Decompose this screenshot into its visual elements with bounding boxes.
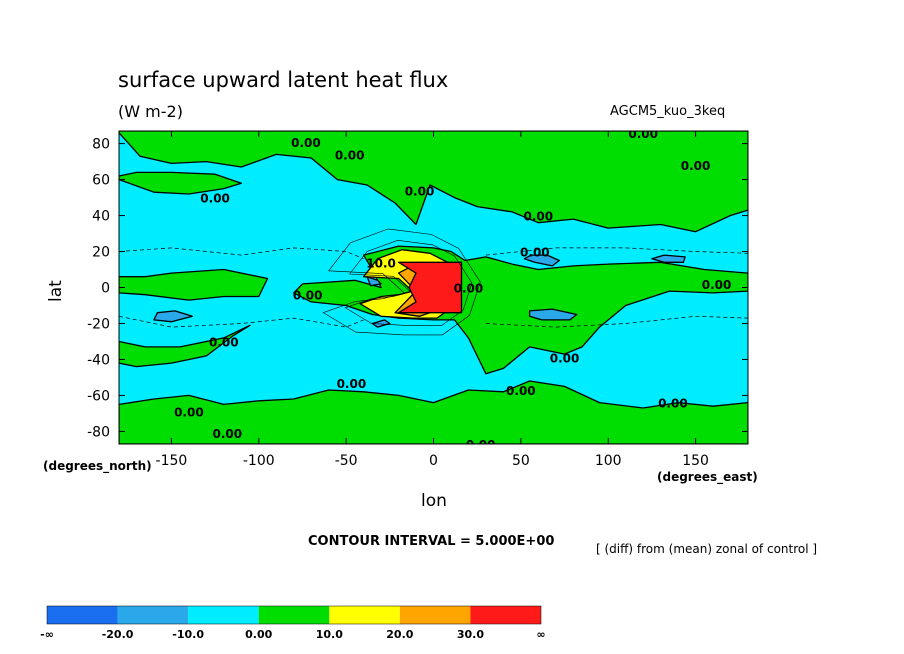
- contour-label-2: 0.00: [628, 127, 658, 141]
- colorbar-swatch-5: [399, 606, 471, 624]
- x-tick-label: 100: [595, 453, 622, 469]
- positive-region-3: [119, 268, 269, 301]
- contour-label-16: 0.00: [466, 438, 496, 452]
- peak-region-0: [397, 261, 463, 314]
- negative-contour-line-0: [119, 247, 364, 260]
- chart-title: surface upward latent heat flux: [118, 68, 449, 92]
- y-tick-label: 80: [92, 137, 110, 153]
- contour-label-4: 0.00: [200, 192, 230, 206]
- negative-region-3: [153, 310, 194, 323]
- positive-contour-line-0-1: [322, 228, 481, 336]
- contour-label-9: 0.00: [209, 335, 239, 349]
- colorbar-label-3: 0.00: [245, 628, 272, 641]
- negative-region-5: [371, 319, 391, 328]
- contour-label-6: 0.00: [520, 246, 550, 260]
- colorbar-label-7: ∞: [536, 628, 545, 641]
- positive-contour-line-0-0: [344, 239, 473, 326]
- contour-label-19: 0.00: [524, 210, 554, 224]
- contour-label-7: 0.00: [702, 278, 732, 292]
- colorbar-label-4: 10.0: [316, 628, 343, 641]
- x-axis-label: lon: [421, 491, 447, 511]
- y-tick-label: 0: [101, 281, 110, 297]
- contour-label-1: 0.00: [335, 148, 365, 162]
- y-tick-label: -80: [87, 424, 110, 440]
- colorbar-swatch-2: [188, 606, 259, 624]
- colorbar-swatch-4: [329, 606, 400, 624]
- negative-contour-line-3: [485, 315, 748, 328]
- colorbar: -∞ -20.0 -10.0 0.00 10.0 20.0 30.0 ∞: [40, 605, 546, 641]
- colorbar-label-6: 30.0: [457, 628, 484, 641]
- x-tick-label: -150: [156, 453, 188, 469]
- y-tick-label: -60: [87, 388, 110, 404]
- colorbar-swatch-3: [258, 606, 330, 624]
- y-axis-unit: (degrees_north): [43, 459, 152, 473]
- x-tick-label: 150: [682, 453, 709, 469]
- x-tick-label: 50: [512, 453, 530, 469]
- colorbar-swatch-0: [47, 606, 118, 624]
- colorbar-label-1: -20.0: [102, 628, 134, 641]
- plot-area: 0.00 0.00 0.00 0.00 0.00 0.00 0.00 0.00 0.00 0.00…: [118, 127, 749, 452]
- contour-fills: [119, 131, 748, 444]
- contour-label-12: 0.00: [506, 384, 536, 398]
- positive-region-0: [119, 131, 748, 233]
- colorbar-swatch-1: [117, 606, 189, 624]
- colorbar-frame: [46, 605, 542, 625]
- negative-contour-line-1: [485, 247, 748, 256]
- x-tick-label: -50: [335, 453, 358, 469]
- negative-region-1: [651, 254, 686, 263]
- y-tick-label: 40: [92, 209, 110, 225]
- y-axis-label: lat: [46, 280, 66, 302]
- y-axis: -80 -60 -40 -20 0 20 40 60 80: [87, 137, 748, 440]
- x-axis-unit: (degrees_east): [657, 470, 758, 484]
- model-label: AGCM5_kuo_3keq: [610, 104, 726, 119]
- y-tick-label: -40: [87, 352, 110, 368]
- positive-region-5: [119, 380, 748, 444]
- x-tick-label: 0: [429, 453, 438, 469]
- negative-region-4: [366, 276, 382, 287]
- contour-label-18: 0.00: [454, 282, 484, 296]
- negative-contour-line-2: [119, 315, 364, 328]
- colorbar-label-2: -10.0: [172, 628, 204, 641]
- difference-note: [ (diff) from (mean) zonal of control ]: [596, 542, 818, 556]
- contour-label-17: 10.0: [366, 256, 396, 270]
- chart-units: (W m-2): [118, 102, 183, 121]
- negative-contour-lines: [119, 228, 748, 336]
- y-tick-label: 20: [92, 245, 110, 261]
- x-axis: -150 -100 -50 0 50 100 150: [156, 131, 709, 469]
- contour-label-10: 0.00: [550, 352, 580, 366]
- y-tick-label: -20: [87, 316, 110, 332]
- contour-label-15: 0.00: [213, 427, 243, 441]
- contour-labels: 0.00 0.00 0.00 0.00 0.00 0.00 0.00 0.00 0.00 0.00…: [174, 127, 732, 452]
- colorbar-label-0: -∞: [40, 628, 54, 641]
- contour-label-0: 0.00: [291, 136, 321, 150]
- negative-region-2: [528, 308, 578, 321]
- y-tick-label: 60: [92, 173, 110, 189]
- contour-label-8: 0.00: [293, 289, 323, 303]
- negative-region-0: [523, 254, 560, 267]
- contour-label-14: 0.00: [174, 406, 204, 420]
- positive-region-1: [119, 171, 242, 195]
- contour-label-5: 0.00: [405, 184, 435, 198]
- contour-interval-text: CONTOUR INTERVAL = 5.000E+00: [308, 534, 555, 549]
- colorbar-label-5: 20.0: [386, 628, 413, 641]
- x-tick-label: -100: [243, 453, 275, 469]
- colorbar-swatch-6: [470, 606, 541, 624]
- positive-region-4: [119, 324, 251, 368]
- contour-label-3: 0.00: [681, 159, 711, 173]
- contour-label-11: 0.00: [337, 377, 367, 391]
- contour-label-13: 0.00: [658, 397, 688, 411]
